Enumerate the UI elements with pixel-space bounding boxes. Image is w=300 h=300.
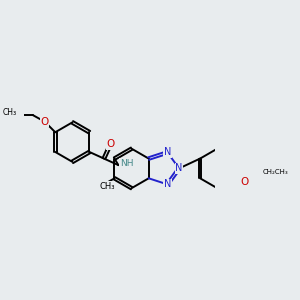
- Text: O: O: [240, 177, 248, 187]
- Text: CH₂CH₃: CH₂CH₃: [262, 169, 288, 175]
- Text: O: O: [106, 139, 115, 149]
- Text: CH₃: CH₃: [100, 182, 115, 191]
- Text: N: N: [164, 148, 171, 158]
- Text: N: N: [164, 179, 171, 189]
- Text: N: N: [176, 164, 183, 173]
- Text: NH: NH: [120, 159, 133, 168]
- Text: O: O: [40, 117, 49, 127]
- Text: CH₃: CH₃: [3, 108, 17, 117]
